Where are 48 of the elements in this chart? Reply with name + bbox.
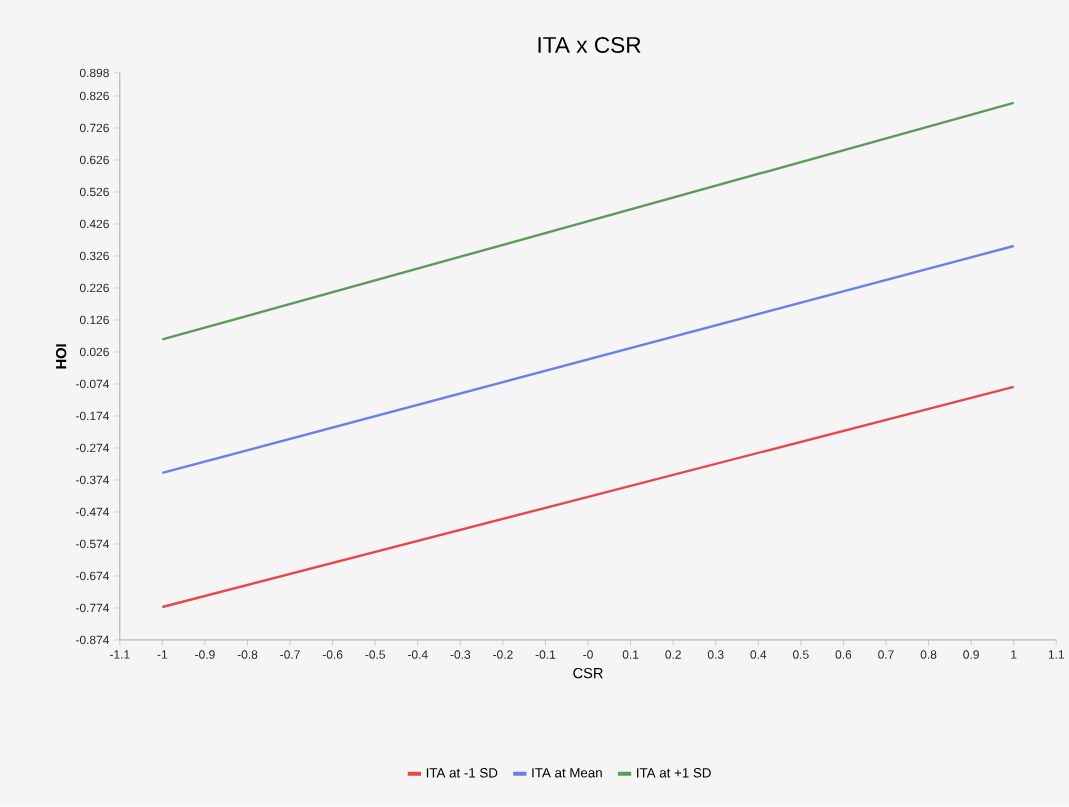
x-tick-label: -0.3 [450,650,471,659]
x-tick-label: -0 [583,650,593,659]
x-tick-label: 0.1 [622,650,639,659]
y-tick-label: 0.026 [79,347,109,357]
x-tick-label: -0.7 [280,650,300,659]
y-tick-label: -0.874 [75,635,110,645]
x-tick-label: -0.8 [237,650,258,659]
y-tick-label: -0.374 [75,475,110,485]
y-tick-label: -0.774 [75,603,110,613]
x-tick-label: 1.1 [1048,650,1064,659]
y-tick-label: 0.726 [79,123,109,133]
y-tick-label: -0.474 [75,507,110,517]
x-tick-label: 0.9 [963,650,979,659]
x-tick-label: -1.1 [110,650,130,659]
legend-label: ITA at -1 SD [426,768,498,778]
y-tick-label: 0.226 [79,283,109,293]
y-tick-label: 0.898 [79,68,109,78]
y-tick-label: 0.326 [79,251,109,261]
x-axis-title: CSR [573,668,603,679]
y-tick-label: -0.574 [75,539,110,549]
y-tick-label: -0.074 [75,379,110,389]
x-tick-label: 0.3 [707,650,724,659]
x-tick-label: -0.4 [407,650,428,659]
chart-title: ITA x CSR [538,37,641,54]
x-tick-label: 0.8 [920,650,937,659]
x-tick-label: -0.5 [365,650,386,659]
y-tick-label: 0.526 [79,187,109,197]
x-tick-label: 0.7 [878,650,894,659]
y-axis-title: HOI [55,344,67,369]
legend-label: ITA at +1 SD [637,768,711,778]
y-tick-label: 0.826 [79,91,109,101]
x-tick-label: 0.2 [665,650,681,659]
y-tick-label: -0.674 [75,571,110,581]
x-tick-label: -0.2 [493,650,513,659]
y-tick-label: 0.426 [79,219,109,229]
y-tick-label: -0.274 [75,443,110,453]
x-tick-label: 0.6 [835,650,852,659]
y-tick-label: -0.174 [75,411,110,421]
x-tick-label: -0.9 [195,650,215,659]
x-tick-label: -0.6 [322,650,343,659]
x-tick-label: 0.4 [750,650,767,659]
x-tick-label: 0.5 [792,650,809,659]
y-tick-label: 0.626 [79,155,109,165]
x-tick-label: -1 [157,650,168,659]
legend-label: ITA at Mean [532,768,602,778]
x-tick-label: -0.1 [535,650,556,659]
x-tick-label: 1 [1011,650,1017,659]
y-tick-label: 0.126 [79,315,109,325]
